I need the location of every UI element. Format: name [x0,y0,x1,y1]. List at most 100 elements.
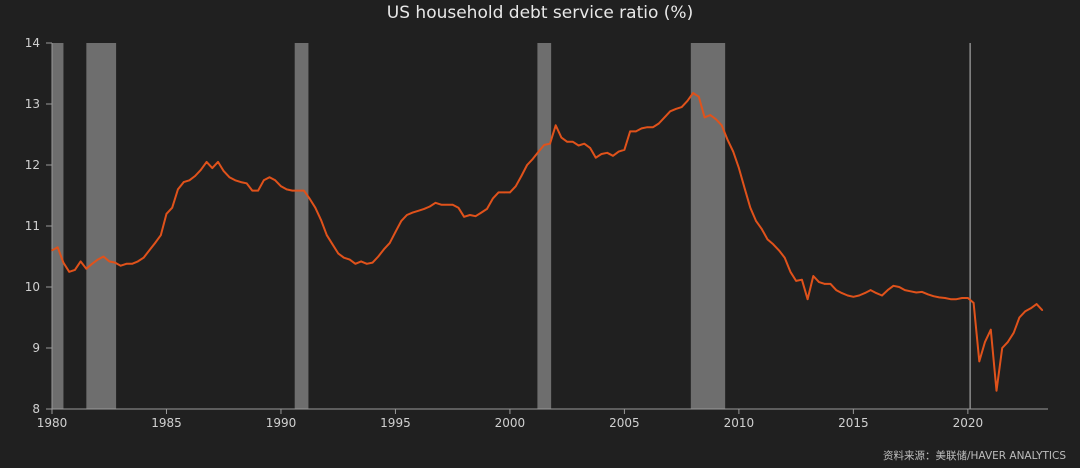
data-points [51,92,1044,392]
data-point [457,206,460,209]
data-point [463,216,465,218]
data-point [617,150,620,153]
data-point [749,206,752,209]
data-point [303,189,305,192]
x-tick-label: 2015 [838,416,869,430]
data-point [154,242,156,244]
data-point [532,158,534,160]
recession-bands [52,43,726,409]
data-point [543,144,546,146]
data-point [1024,310,1026,313]
data-point [182,181,185,183]
data-point [240,181,242,183]
data-point [325,234,328,236]
x-tick-label: 1980 [37,416,68,430]
x-tick-label: 1990 [266,416,297,430]
data-point [308,197,311,200]
data-point [577,144,580,147]
data-point [268,176,271,178]
data-point [675,108,677,110]
data-point [686,100,689,102]
data-point [755,220,757,222]
data-point [114,261,116,264]
data-point [148,249,151,252]
data-point [841,292,843,294]
data-point [428,205,431,208]
data-point [886,289,889,291]
data-point [503,191,506,194]
y-tick-label: 9 [32,341,40,355]
data-point [984,341,986,343]
data-point [926,293,929,296]
data-point [789,270,792,273]
data-point [1012,331,1015,334]
data-point [217,161,219,163]
data-point [337,252,340,255]
data-point [881,294,883,297]
data-point [131,263,133,265]
data-point [646,126,649,128]
recession-band-4 [690,43,726,409]
data-point [102,255,105,258]
data-point [772,243,775,246]
data-point [394,231,397,233]
data-point [194,175,196,177]
data-point [732,150,734,153]
data-point [51,249,53,252]
data-point [892,284,895,287]
recession-band-0 [52,43,64,409]
data-point [371,261,374,264]
data-point [159,234,162,236]
data-point [989,328,992,331]
data-point [778,249,780,252]
data-point [171,206,174,209]
data-point [383,248,385,250]
data-point [766,238,769,241]
data-point [921,291,923,293]
x-tick-label: 2020 [953,416,984,430]
data-point [629,130,631,133]
data-point [440,203,443,206]
data-point [137,260,139,263]
data-point [91,263,93,265]
y-tick-label: 14 [25,36,40,50]
data-point [446,203,448,206]
data-point [537,150,540,153]
data-point [228,176,231,178]
data-point [692,92,694,94]
data-point [852,295,855,298]
data-point [417,209,420,212]
x-tick-label: 2005 [609,416,640,430]
data-point [314,206,317,209]
data-point [583,142,586,145]
data-point [858,294,860,297]
data-point [348,258,351,261]
data-point [720,124,723,127]
data-point [62,261,65,264]
y-tick-label: 11 [25,219,40,233]
data-point [257,189,259,192]
data-point [795,280,797,282]
data-point [1035,303,1038,305]
data-point [829,283,832,285]
data-point [944,297,946,299]
data-point [526,164,528,166]
data-point [698,95,700,98]
data-point [234,179,236,182]
data-point [469,214,471,216]
data-point [119,264,122,267]
data-point [354,263,357,265]
data-point [898,286,900,288]
data-point [486,208,488,210]
y-tick-label: 13 [25,97,40,111]
data-point [915,291,918,294]
data-point [56,246,59,249]
data-point [703,116,706,119]
data-point [635,130,637,133]
data-point [205,161,208,163]
chart-title: US household debt service ratio (%) [386,3,694,23]
recession-band-1 [86,43,117,409]
data-point [177,188,179,191]
x-tick-label: 2010 [724,416,755,430]
data-point [1041,309,1044,311]
